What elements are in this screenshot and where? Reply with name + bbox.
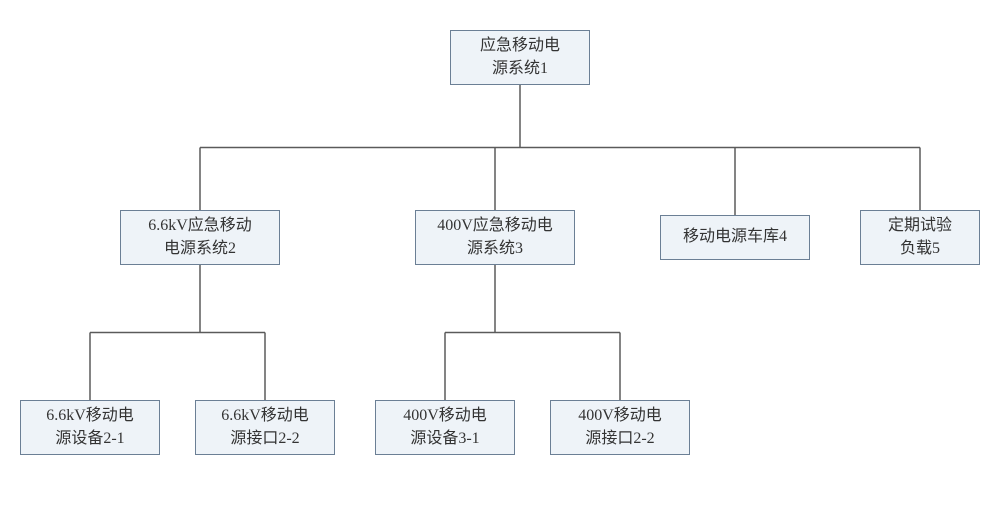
node-test-load-label: 定期试验负载5 <box>888 215 952 260</box>
node-root-label: 应急移动电源系统1 <box>480 35 560 80</box>
node-400v-system: 400V应急移动电源系统3 <box>415 210 575 265</box>
node-6-6kv-system-label: 6.6kV应急移动电源系统2 <box>148 215 252 260</box>
node-400v-system-label: 400V应急移动电源系统3 <box>437 215 553 260</box>
node-400v-device-label: 400V移动电源设备3-1 <box>403 405 487 450</box>
node-6-6kv-device: 6.6kV移动电源设备2-1 <box>20 400 160 455</box>
node-400v-port: 400V移动电源接口2-2 <box>550 400 690 455</box>
node-root: 应急移动电源系统1 <box>450 30 590 85</box>
node-6-6kv-system: 6.6kV应急移动电源系统2 <box>120 210 280 265</box>
node-6-6kv-port-label: 6.6kV移动电源接口2-2 <box>221 405 309 450</box>
node-6-6kv-device-label: 6.6kV移动电源设备2-1 <box>46 405 134 450</box>
node-6-6kv-port: 6.6kV移动电源接口2-2 <box>195 400 335 455</box>
node-garage: 移动电源车库4 <box>660 215 810 260</box>
node-400v-device: 400V移动电源设备3-1 <box>375 400 515 455</box>
node-garage-label: 移动电源车库4 <box>683 226 787 248</box>
node-test-load: 定期试验负载5 <box>860 210 980 265</box>
node-400v-port-label: 400V移动电源接口2-2 <box>578 405 662 450</box>
